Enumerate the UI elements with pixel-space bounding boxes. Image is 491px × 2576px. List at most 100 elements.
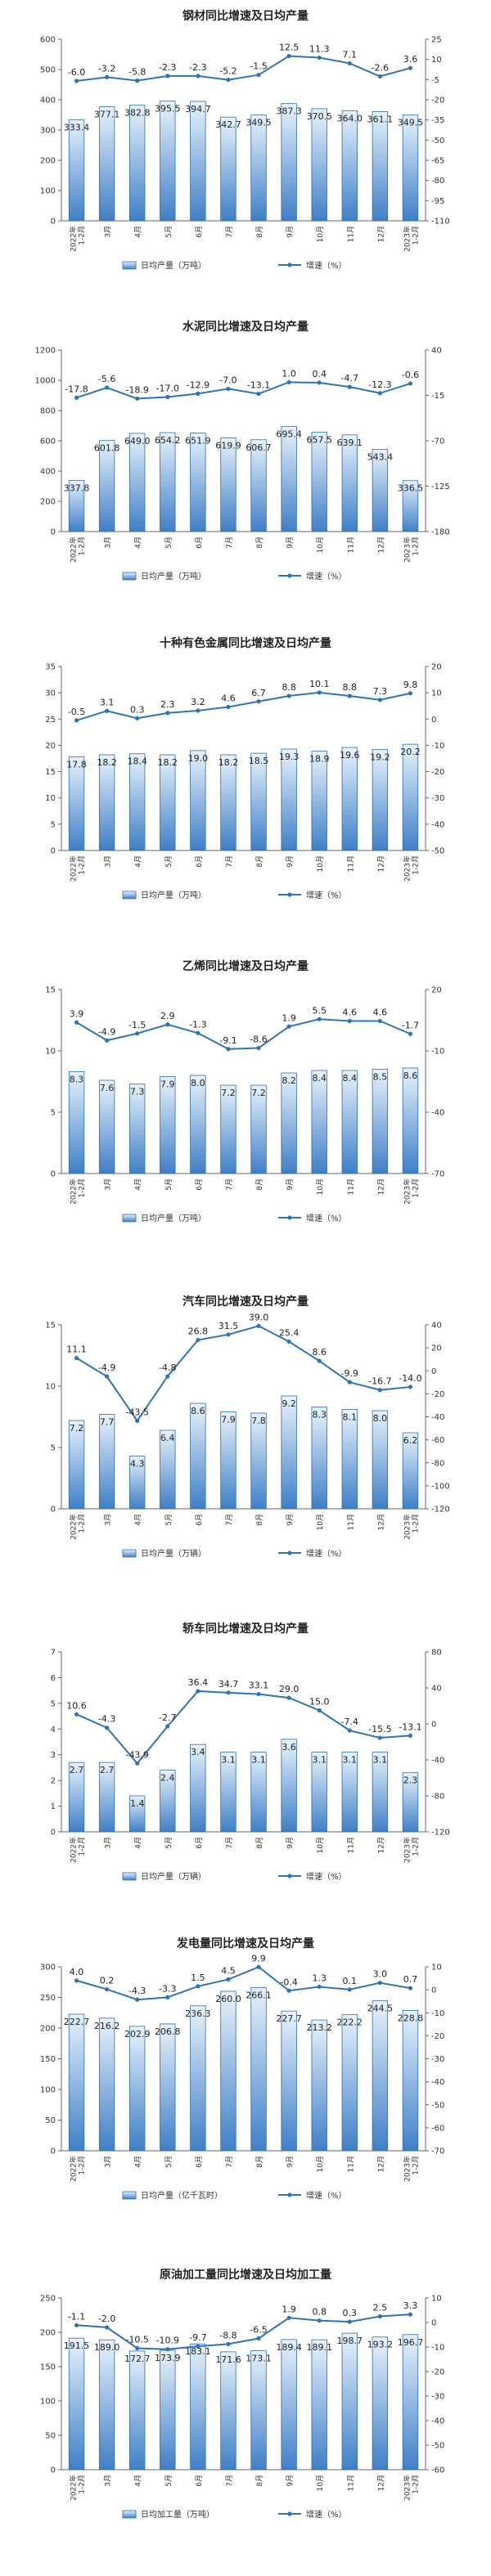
x-tick-group: 12月 xyxy=(376,2475,385,2491)
x-tick-label: 11月 xyxy=(346,1514,355,1530)
bar xyxy=(402,2334,419,2471)
bar xyxy=(250,2350,267,2471)
line-point xyxy=(105,385,110,390)
bar-data-label: 3.1 xyxy=(343,1755,358,1766)
line-point xyxy=(74,395,79,400)
chart-svg: 十种有色金属同比增速及日均产量 0 5 10 15 20 25 30 35 -50 -40 -30 -2… xyxy=(45,636,444,900)
line-point xyxy=(347,693,352,698)
bar-data-label: 1.4 xyxy=(130,1798,145,1809)
line-data-label: -4.7 xyxy=(341,373,358,384)
chart-title: 原油加工量同比增速及日均加工量 xyxy=(160,2268,331,2282)
x-tick-group: 9月 xyxy=(286,1837,295,1849)
growth-line xyxy=(76,2313,411,2350)
line-point xyxy=(74,1978,79,1983)
y2-tick-label: -60 xyxy=(431,2466,444,2475)
growth-line xyxy=(76,1690,411,1765)
x-tick-group: 6月 xyxy=(195,1178,204,1191)
x-tick-label: 12月 xyxy=(376,1514,385,1530)
bar-data-label: 213.2 xyxy=(306,2022,332,2033)
x-tick-label: 9月 xyxy=(286,2156,295,2168)
x-tick-group: 9月 xyxy=(286,2475,295,2487)
x-tick-label: 1-2月 xyxy=(411,2475,420,2494)
x-tick-label: 1-2月 xyxy=(78,2475,87,2494)
line-data-label: -6.5 xyxy=(250,2325,267,2336)
x-tick-group: 2022年 1-2月 xyxy=(69,855,87,882)
line-data-label: 3.1 xyxy=(100,697,115,707)
x-tick-group: 11月 xyxy=(346,1837,355,1853)
chart-svg: 发电量同比增速及日均产量050100150200250300-70-60-50-… xyxy=(40,1936,444,2201)
line-data-label: -0.4 xyxy=(280,1977,297,1987)
bar-data-label: 3.1 xyxy=(251,1755,266,1766)
line-point xyxy=(377,74,382,79)
bar-data-label: 606.7 xyxy=(246,442,272,453)
line-data-label: -9.9 xyxy=(341,1368,358,1379)
y2-tick-label: -20 xyxy=(431,768,444,777)
bar-data-label: 228.8 xyxy=(398,2013,424,2023)
bar-data-label: 172.7 xyxy=(124,2354,151,2364)
x-tick-label: 6月 xyxy=(195,1837,204,1849)
x-tick-label: 11月 xyxy=(346,536,355,553)
chart-2: 水泥同比增速及日均产量 0 200 400 600 800 1000 1200 -180 -125… xyxy=(0,315,491,630)
y2-tick-label: -120 xyxy=(431,1506,450,1515)
x-tick-label: 7月 xyxy=(225,1514,234,1526)
line-point xyxy=(317,2318,322,2323)
y-tick-label: 600 xyxy=(40,438,56,447)
x-tick-label: 8月 xyxy=(255,1178,264,1191)
bar xyxy=(220,116,236,222)
bar-data-label: 7.8 xyxy=(251,1416,266,1426)
bar xyxy=(68,1761,85,1833)
line-point xyxy=(226,1332,231,1337)
bar-data-label: 8.1 xyxy=(343,1412,358,1423)
line-point xyxy=(226,704,231,710)
line-point xyxy=(286,379,291,384)
bar-data-label: 206.8 xyxy=(155,2026,181,2037)
bar-data-label: 171.6 xyxy=(215,2354,241,2365)
line-data-label: 3.2 xyxy=(191,697,205,707)
y-tick-label: 15 xyxy=(45,1322,56,1331)
bar xyxy=(250,1412,267,1510)
y-tick-label: 10 xyxy=(45,1048,56,1057)
line-data-label: 2.9 xyxy=(160,1011,175,1021)
line-point xyxy=(105,708,110,713)
line-point xyxy=(165,1374,170,1379)
chart-title: 乙烯同比增速及日均产量 xyxy=(182,959,309,973)
y-tick-label: 5 xyxy=(51,1699,56,1708)
y-tick-label: 5 xyxy=(51,1109,56,1118)
x-tick-label: 12月 xyxy=(376,1837,385,1853)
bar xyxy=(129,2026,146,2152)
bar xyxy=(311,1070,327,1174)
bar xyxy=(402,2010,419,2152)
bar-data-label: 651.9 xyxy=(185,435,211,446)
y2-tick-label: -10 xyxy=(431,2344,444,2353)
line-point xyxy=(377,1981,382,1986)
x-tick-label: 1-2月 xyxy=(78,536,87,556)
x-tick-group: 11月 xyxy=(346,2475,355,2491)
bar xyxy=(98,1761,115,1833)
y-tick-label: 100 xyxy=(40,2086,56,2095)
line-point xyxy=(135,1997,140,2002)
line-point xyxy=(286,53,291,59)
line-point xyxy=(74,1356,79,1361)
x-tick-group: 9月 xyxy=(286,1514,295,1526)
line-data-label: 11.1 xyxy=(66,1344,87,1355)
x-tick-label: 2022年 xyxy=(69,226,79,252)
x-tick-label: 1-2月 xyxy=(411,1514,420,1533)
y2-tick-label: -20 xyxy=(431,2368,444,2377)
bar xyxy=(341,434,358,532)
y-tick-label: 150 xyxy=(40,2363,56,2372)
line-point xyxy=(408,1986,413,1990)
bar xyxy=(160,1076,176,1174)
bar-data-label: 8.0 xyxy=(191,1078,205,1088)
x-tick-group: 6月 xyxy=(195,2475,204,2487)
bar-data-label: 3.4 xyxy=(191,1747,205,1757)
x-tick-label: 6月 xyxy=(195,2156,204,2168)
y-tick-label: 200 xyxy=(40,498,56,507)
legend-bar-swatch xyxy=(122,1214,137,1223)
line-data-label: 0.4 xyxy=(312,369,327,379)
chart-title: 钢材同比增速及日均产量 xyxy=(182,9,309,23)
bar xyxy=(250,1084,267,1174)
x-tick-group: 8月 xyxy=(255,855,264,868)
bar-data-label: 189.0 xyxy=(94,2342,120,2353)
y2-tick-label: -15 xyxy=(431,392,444,401)
bar xyxy=(372,2000,389,2152)
